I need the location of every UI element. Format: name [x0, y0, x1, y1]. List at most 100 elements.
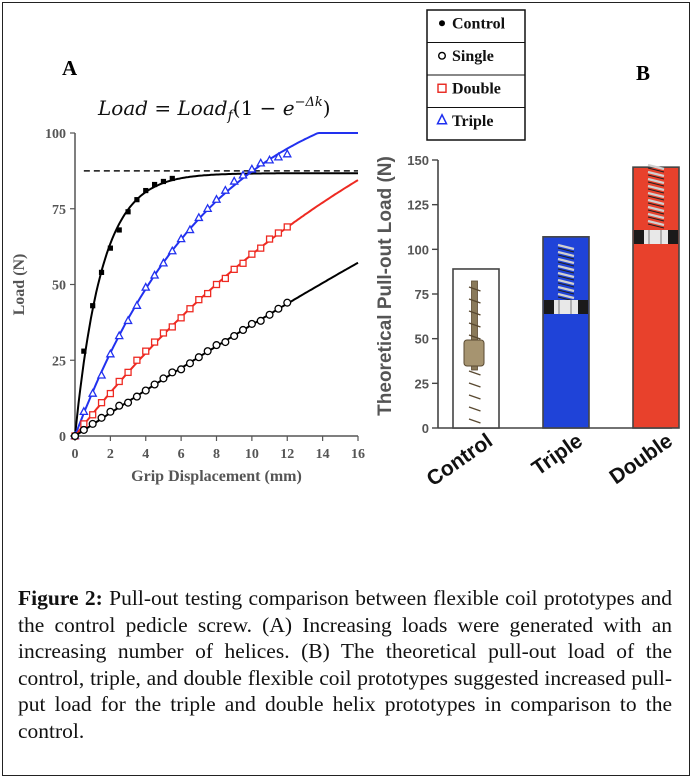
y-tick-label: 50 — [415, 332, 429, 347]
data-point-single — [79, 425, 88, 434]
data-point-double — [133, 356, 141, 364]
data-point-single — [115, 401, 124, 410]
screw-thread-image — [468, 382, 481, 388]
data-point-single — [194, 353, 203, 362]
data-point-single — [150, 380, 159, 389]
screw-thread-image — [468, 418, 481, 424]
data-point-double — [106, 389, 115, 398]
coil-image — [557, 271, 575, 279]
y-tick-label: 50 — [52, 279, 66, 294]
y-axis-label: Theoretical Pull-out Load (N) — [375, 156, 396, 416]
legend-label-double: Double — [452, 80, 501, 97]
data-point-control — [143, 187, 149, 194]
x-tick-label: 10 — [245, 447, 259, 462]
data-point-triple — [238, 170, 248, 179]
data-point-triple — [202, 203, 213, 213]
x-tick-label: 12 — [280, 447, 294, 462]
data-point-control — [151, 181, 158, 188]
screw-thread-image — [468, 334, 481, 340]
data-point-double — [283, 223, 291, 231]
coil-image — [557, 257, 575, 265]
coil-image — [557, 268, 575, 274]
coil-image — [647, 198, 665, 206]
coil-image — [557, 278, 575, 286]
data-point-double — [124, 368, 132, 377]
data-point-control — [98, 269, 105, 275]
fit-curve-double — [74, 179, 359, 437]
data-point-single — [106, 407, 115, 416]
coil-image — [557, 285, 575, 293]
coil-image — [647, 191, 665, 199]
data-point-double — [97, 399, 106, 407]
data-point-triple — [114, 330, 124, 340]
screw-thread-image — [468, 310, 481, 316]
figure-canvas: A B Load = Loadf(1 − e−Δk) 0 2 4 6 8 10 12 14 16… — [11, 9, 680, 491]
data-point-single — [256, 316, 265, 325]
data-point-triple — [185, 224, 195, 234]
data-point-triple — [158, 257, 169, 267]
data-point-single — [159, 374, 168, 383]
x-tick-label: 8 — [213, 447, 220, 462]
data-point-triple — [149, 270, 160, 279]
data-point-double — [159, 329, 168, 337]
data-point-single — [221, 338, 230, 347]
screw-thread-image — [468, 406, 481, 412]
x-tick-label: 2 — [107, 447, 114, 462]
data-point-single — [265, 310, 274, 319]
data-point-single — [168, 368, 177, 377]
screw-thread-image — [468, 298, 481, 304]
load-displacement-chart: 0 2 4 6 8 10 12 14 16 0 25 50 75 100 Grip Displacement… — [11, 127, 365, 485]
coil-image — [647, 188, 665, 194]
data-point-single — [283, 298, 292, 307]
data-point-single — [238, 325, 248, 335]
data-point-triple — [176, 233, 186, 243]
coil-image — [647, 181, 665, 187]
data-point-control — [134, 197, 140, 203]
data-point-control — [160, 178, 167, 185]
screw-thread-image — [468, 394, 481, 400]
data-point-control — [116, 227, 122, 233]
legend-marker-double — [437, 83, 447, 93]
data-point-triple — [264, 154, 275, 164]
coil-image — [647, 177, 665, 185]
data-point-triple — [167, 245, 177, 255]
data-point-triple — [282, 148, 292, 158]
data-point-single — [97, 413, 106, 422]
bar-triple — [542, 236, 590, 429]
coil-image — [647, 167, 665, 173]
data-point-double — [248, 250, 256, 258]
fit-curve-single — [74, 261, 359, 437]
data-point-control — [125, 209, 131, 215]
data-point-triple — [211, 194, 222, 203]
data-point-triple — [132, 300, 142, 309]
data-point-triple — [247, 164, 257, 173]
coil-image — [557, 292, 575, 300]
caption-text: Pull-out testing comparison between flex… — [18, 586, 672, 743]
data-point-double — [89, 411, 97, 419]
y-tick-label: 25 — [52, 354, 66, 369]
data-point-triple — [273, 151, 284, 161]
panel-a-letter: A — [62, 56, 78, 80]
y-tick-label: 100 — [407, 242, 429, 257]
y-tick-label: 150 — [407, 153, 429, 168]
equation: Load = Loadf(1 − e−Δk) — [97, 95, 331, 124]
data-point-single — [88, 419, 97, 428]
coil-image — [647, 216, 665, 222]
data-point-single — [230, 331, 239, 341]
data-point-double — [168, 323, 176, 331]
data-point-triple — [256, 157, 266, 167]
x-tick-label: 0 — [72, 447, 79, 462]
data-point-double — [115, 377, 123, 386]
x-axis-label: Grip Displacement (mm) — [131, 468, 302, 485]
legend-label-control: Control — [452, 15, 506, 32]
data-point-double — [186, 305, 194, 313]
y-axis-label: Load (N) — [11, 254, 28, 316]
category-label-double: Double — [605, 429, 676, 489]
coil-image — [647, 205, 665, 213]
screw-thread-image — [468, 322, 481, 328]
y-tick-label: 75 — [52, 203, 66, 218]
legend-label-single: Single — [452, 48, 494, 65]
data-point-double — [239, 259, 247, 267]
legend-marker-single — [438, 51, 447, 60]
